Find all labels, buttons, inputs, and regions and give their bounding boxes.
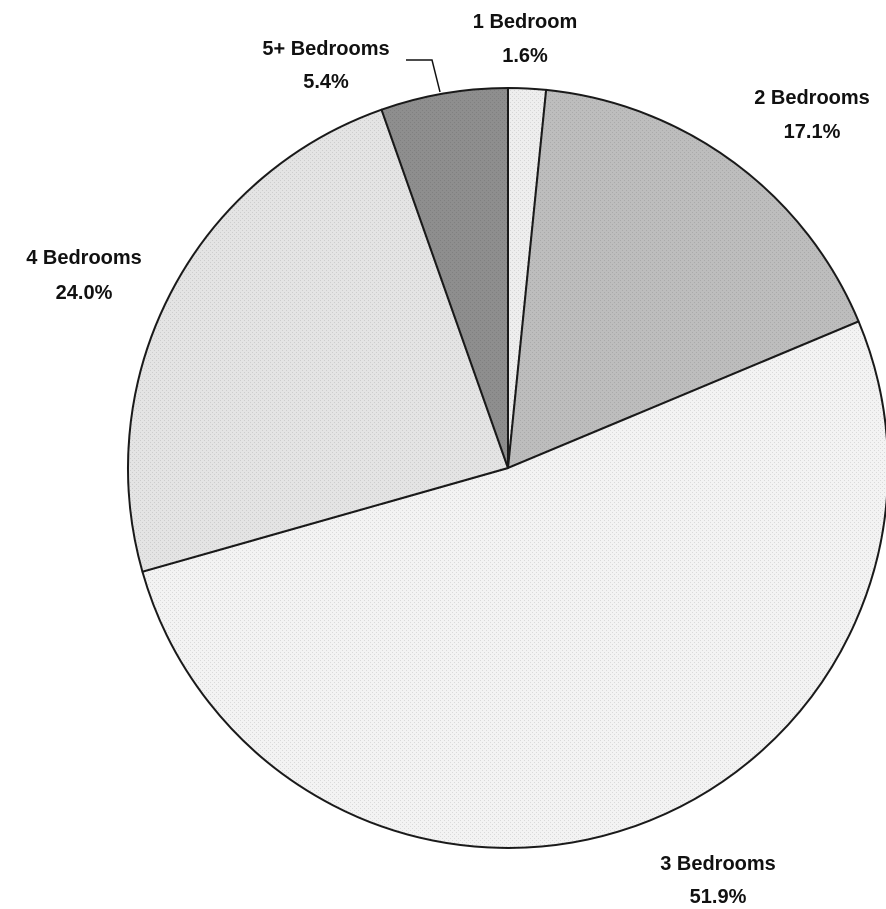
- slice-label-value: 51.9%: [690, 886, 747, 908]
- slice-label-value: 24.0%: [56, 282, 113, 304]
- slice-label-name: 4 Bedrooms: [26, 247, 142, 269]
- pie-slice-texture-1-bedroom: [508, 88, 547, 468]
- slice-label-name: 5+ Bedrooms: [262, 38, 389, 60]
- slice-label-3-bedrooms: 3 Bedrooms 51.9%: [660, 853, 776, 908]
- slice-label-5plus-bedrooms: 5+ Bedrooms 5.4%: [262, 38, 389, 93]
- pie-slice-texture-4-bedrooms: [128, 109, 509, 572]
- slice-label-name: 1 Bedroom: [473, 11, 577, 33]
- pie-slice-texture-5plus-bedrooms: [381, 88, 508, 468]
- slice-label-1-bedroom: 1 Bedroom 1.6%: [473, 11, 577, 67]
- slice-label-value: 17.1%: [784, 121, 841, 143]
- slice-label-value: 5.4%: [303, 71, 349, 93]
- slice-label-2-bedrooms: 2 Bedrooms 17.1%: [754, 87, 870, 143]
- slice-labels: 1 Bedroom 1.6% 2 Bedrooms 17.1% 3 Bedroo…: [26, 11, 870, 908]
- slice-label-4-bedrooms: 4 Bedrooms 24.0%: [26, 247, 142, 304]
- slice-label-name: 3 Bedrooms: [660, 853, 776, 875]
- pie-slice-texture-3-bedrooms: [142, 321, 886, 848]
- label-leaders: [406, 59, 441, 93]
- leader-line-5plus-bedrooms: [406, 59, 441, 93]
- pie-texture: [128, 88, 886, 848]
- slice-label-name: 2 Bedrooms: [754, 87, 870, 109]
- pie-slice-texture-2-bedrooms: [508, 89, 859, 469]
- slice-label-value: 1.6%: [502, 45, 548, 67]
